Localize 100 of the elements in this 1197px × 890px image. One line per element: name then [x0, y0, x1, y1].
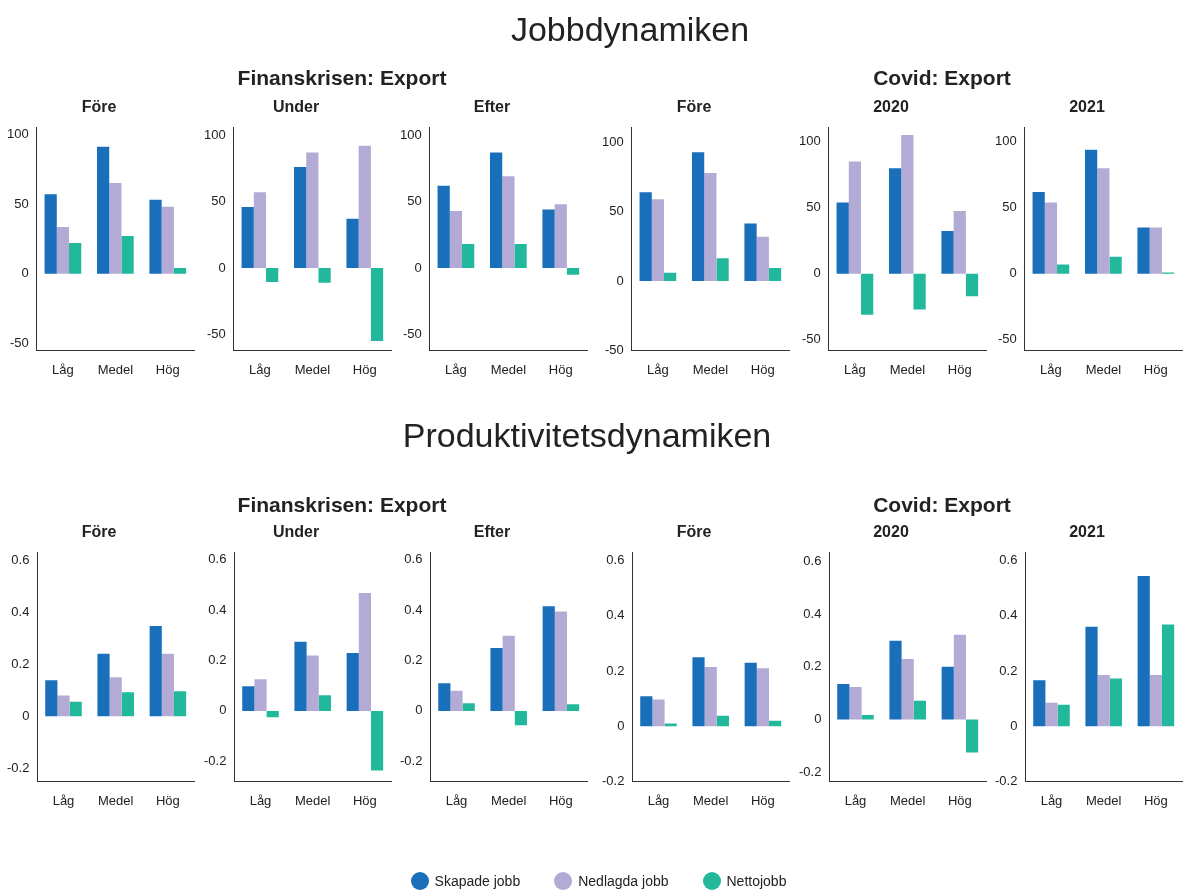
y-tick-label: 0.2 — [999, 662, 1018, 678]
bar — [450, 690, 463, 711]
bar — [913, 273, 926, 310]
chart-title: Före — [81, 523, 117, 541]
bar — [1057, 264, 1070, 274]
bar — [837, 683, 850, 720]
bar — [318, 695, 331, 711]
bar — [554, 204, 567, 269]
bar — [1097, 168, 1110, 274]
bar — [149, 199, 162, 274]
x-tick-label: Medel — [294, 792, 331, 808]
bar — [306, 152, 319, 269]
y-tick-label: -0.2 — [203, 752, 227, 768]
bar — [836, 202, 849, 274]
bar — [266, 268, 279, 282]
x-tick-label: Hög — [947, 792, 972, 808]
bar — [161, 206, 174, 274]
x-tick-label: Hög — [352, 361, 377, 377]
bar — [1033, 680, 1046, 727]
bar — [449, 210, 463, 269]
bar — [514, 244, 527, 269]
bar — [901, 658, 914, 720]
x-tick-label: Medel — [1085, 361, 1122, 377]
bar — [490, 647, 503, 711]
bar — [358, 593, 371, 711]
bar — [109, 183, 122, 274]
bar — [346, 218, 359, 269]
bar — [566, 268, 580, 275]
bar — [1044, 202, 1058, 274]
chart-title: 2020 — [873, 98, 909, 116]
bar — [704, 667, 717, 727]
bar — [462, 703, 475, 711]
y-tick-label: 0 — [21, 265, 29, 281]
y-tick-label: 50 — [1002, 199, 1017, 215]
y-tick-label: 50 — [609, 203, 624, 219]
x-tick-label: Låg — [1040, 792, 1063, 808]
bar — [57, 695, 70, 717]
y-tick-label: 50 — [806, 199, 821, 215]
bar — [913, 700, 926, 720]
y-tick-label: 100 — [798, 133, 821, 149]
x-tick-label: Låg — [445, 361, 467, 377]
y-tick-label: 50 — [211, 193, 226, 209]
bar — [542, 606, 555, 711]
bar — [848, 161, 862, 274]
bar — [716, 258, 729, 282]
chart-title: 2020 — [873, 523, 909, 541]
bar — [149, 625, 162, 717]
y-tick-label: -0.2 — [601, 772, 625, 788]
y-tick-label: -50 — [9, 335, 29, 350]
x-tick-label: Medel — [97, 792, 134, 808]
y-tick-label: 0.6 — [803, 553, 822, 568]
y-tick-label: 0 — [219, 702, 227, 718]
bar — [56, 226, 70, 274]
bar — [953, 211, 966, 274]
bar — [664, 272, 677, 282]
bar — [849, 687, 862, 720]
y-tick-label: -0.2 — [399, 752, 423, 768]
y-tick-label: 100 — [994, 133, 1017, 149]
y-tick-label: 0 — [814, 711, 822, 727]
y-tick-label: 0.6 — [11, 551, 30, 567]
y-tick-label: 100 — [6, 125, 29, 141]
chart-subtitle: Finanskrisen: Export — [237, 493, 447, 517]
x-tick-label: Hög — [1143, 792, 1168, 808]
y-tick-label: 100 — [399, 126, 422, 142]
y-tick-label: 0.4 — [999, 607, 1018, 623]
y-tick-label: 50 — [407, 193, 422, 209]
x-tick-label: Medel — [490, 792, 527, 808]
chart-title: 2021 — [1069, 523, 1105, 541]
x-tick-label: Låg — [249, 361, 271, 377]
y-tick-label: -50 — [206, 326, 226, 342]
bar — [346, 652, 359, 711]
x-tick-label: Hög — [155, 361, 180, 377]
y-tick-label: 0 — [813, 265, 821, 281]
y-tick-label: 0.2 — [208, 652, 227, 668]
x-tick-label: Låg — [52, 361, 74, 377]
chart-title: Före — [81, 98, 117, 116]
legend-label: Skapade jobb — [434, 873, 521, 889]
bar — [502, 176, 515, 269]
bar — [639, 192, 652, 282]
y-tick-label: 0.6 — [404, 551, 423, 567]
x-tick-label: Hög — [548, 792, 573, 808]
x-tick-label: Medel — [294, 361, 331, 377]
y-tick-label: 0 — [414, 259, 422, 275]
x-tick-label: Medel — [889, 792, 926, 808]
bar — [542, 209, 555, 269]
bar — [756, 236, 769, 282]
bar — [370, 268, 384, 342]
bar — [953, 634, 966, 720]
bar — [462, 244, 475, 269]
y-tick-label: 50 — [14, 195, 29, 211]
bar — [889, 640, 902, 720]
y-tick-label: 0 — [1009, 265, 1017, 281]
bar — [901, 135, 914, 274]
bar — [96, 146, 110, 274]
x-tick-label: Medel — [490, 361, 527, 377]
y-tick-label: -0.2 — [798, 763, 822, 779]
y-tick-label: 0.2 — [606, 662, 625, 678]
bar — [173, 691, 187, 717]
x-tick-label: Låg — [844, 361, 866, 377]
y-tick-label: 0 — [617, 717, 625, 733]
